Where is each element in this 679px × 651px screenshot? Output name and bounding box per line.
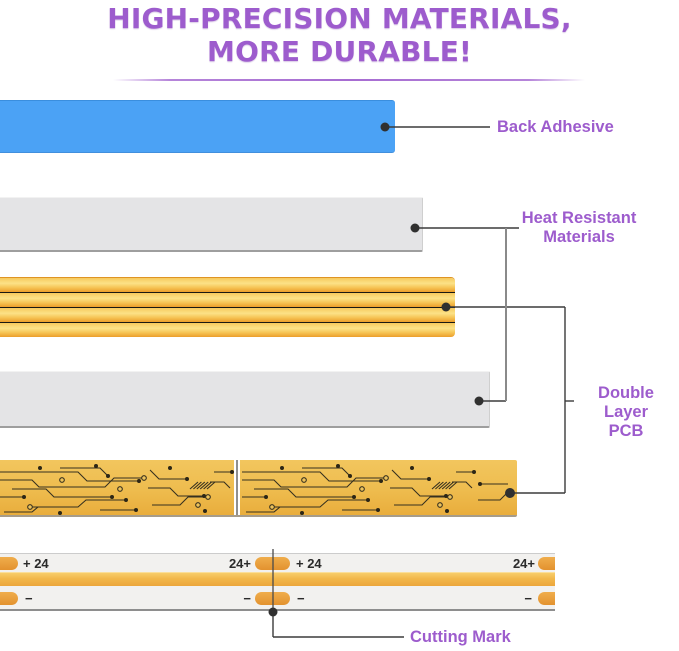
led-strip-layer: + 24 24+ + 24 24+ − − − − (0, 553, 555, 611)
heat-resistant-layer-top (0, 197, 423, 252)
gold-separator-line (0, 291, 455, 294)
solder-pad-positive-left (0, 557, 18, 570)
back-adhesive-layer (0, 100, 395, 153)
circuit-traces (0, 463, 511, 515)
polarity-label: − (524, 591, 532, 606)
circuit-pcb-layer (0, 460, 517, 517)
callout-heat-resistant-line2: Materials (543, 228, 615, 246)
heat-resistant-layer-bottom (0, 371, 490, 428)
polarity-label: 24+ (228, 556, 251, 571)
polarity-label: − (297, 591, 305, 606)
gold-separator-line (0, 321, 455, 324)
callout-double-layer-pcb-line2: PCB (608, 422, 644, 440)
callout-double-layer-pcb-line1: Double Layer (598, 384, 654, 421)
gold-separator-line (0, 306, 455, 309)
callout-back-adhesive: Back Adhesive (497, 118, 614, 136)
strip-conductor-band (0, 572, 555, 586)
solder-pad-positive-center (255, 557, 290, 570)
polarity-label: − (243, 591, 251, 606)
gold-band (0, 323, 455, 337)
solder-pad-positive-right (538, 557, 555, 570)
circuit-panel-divider (234, 460, 240, 515)
page-title: HIGH-PRECISION MATERIALS, MORE DURABLE! (0, 2, 679, 68)
title-line-1: HIGH-PRECISION MATERIALS, (107, 2, 572, 35)
title-divider-line (113, 79, 585, 81)
polarity-label: 24+ (512, 556, 535, 571)
callout-heat-resistant-line1: Heat Resistant (521, 209, 637, 227)
polarity-label: + 24 (23, 556, 49, 571)
callout-cutting-mark: Cutting Mark (410, 628, 511, 646)
gold-band (0, 293, 455, 307)
polarity-label: + 24 (296, 556, 322, 571)
circuit-panel-divider-line (236, 460, 238, 515)
solder-pad-negative-center (255, 592, 290, 605)
callout-double-layer-pcb: Double Layer PCB (577, 384, 675, 441)
title-line-2: MORE DURABLE! (207, 35, 472, 68)
pcb-copper-layer (0, 277, 455, 337)
gold-band (0, 278, 455, 292)
polarity-label: − (25, 591, 33, 606)
solder-pad-negative-left (0, 592, 18, 605)
gold-band (0, 308, 455, 322)
callout-heat-resistant: Heat Resistant Materials (520, 209, 638, 247)
solder-pad-negative-right (538, 592, 555, 605)
